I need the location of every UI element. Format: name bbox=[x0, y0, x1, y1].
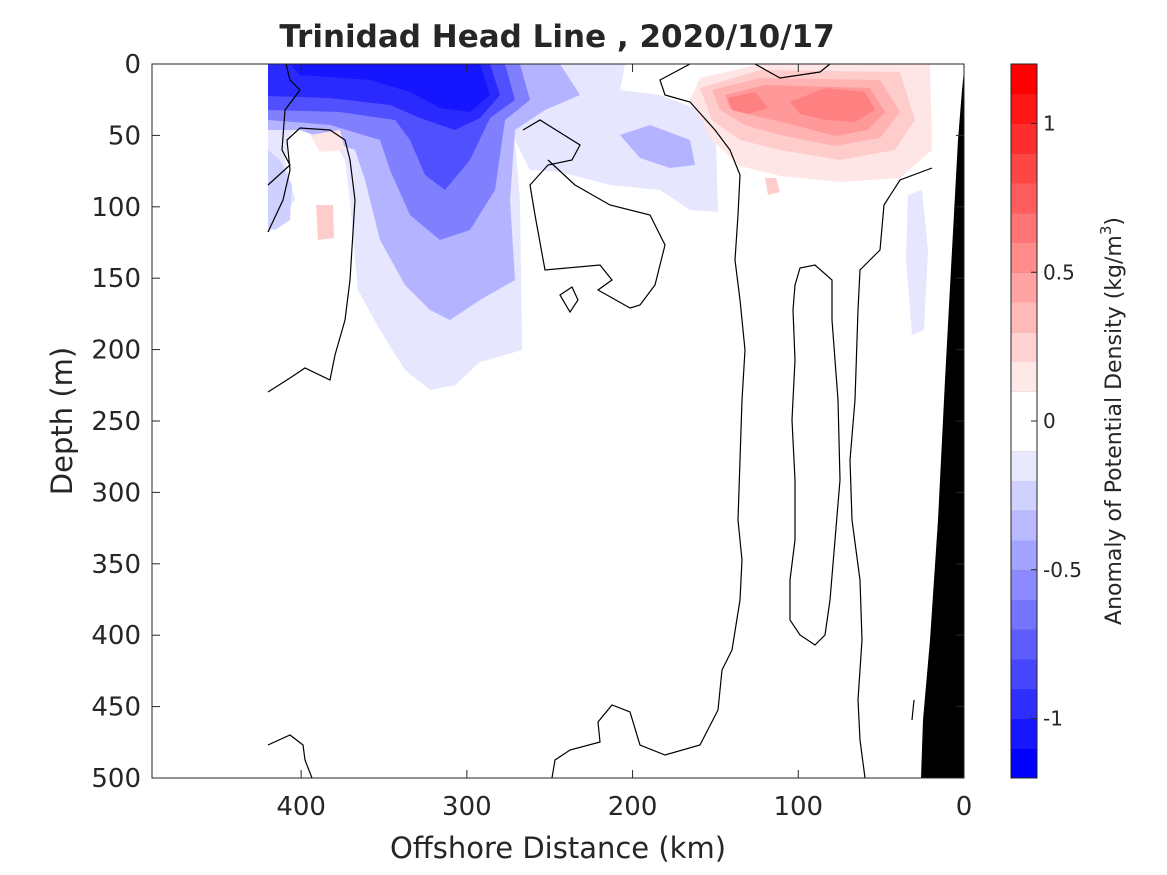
pos-fill-level-0.5 bbox=[790, 88, 875, 122]
pos-fill-level-0.5b bbox=[728, 92, 768, 114]
zero-contour-mid-b bbox=[559, 286, 579, 314]
colorbar-tick-label: -0.5 bbox=[1043, 558, 1082, 582]
y-tick-label: 350 bbox=[91, 550, 141, 580]
colorbar-swatch bbox=[1011, 123, 1037, 154]
colorbar-label-superscript: 3 bbox=[1097, 226, 1115, 236]
y-tick-label: 300 bbox=[91, 478, 141, 508]
pos-fill-spot-b bbox=[310, 130, 345, 152]
chart-title: Trinidad Head Line , 2020/10/17 bbox=[279, 19, 834, 55]
y-tick-label: 50 bbox=[108, 121, 141, 151]
colorbar-tick-label: 0.5 bbox=[1043, 260, 1075, 284]
y-tick-label: 400 bbox=[91, 621, 141, 651]
colorbar-swatch bbox=[1011, 331, 1037, 362]
colorbar-swatch bbox=[1011, 510, 1037, 541]
zero-contour-bottom-left bbox=[267, 734, 313, 778]
colorbar-axis: 1 0.5 0 -0.5 -1 bbox=[1031, 112, 1082, 731]
x-tick-label: 400 bbox=[276, 792, 326, 822]
colorbar-label-main: Anomaly of Potential Density (kg/m bbox=[1102, 235, 1127, 625]
colorbar-swatch bbox=[1011, 302, 1037, 333]
pos-fill-spot-a bbox=[765, 178, 780, 195]
colorbar-tick-label: -1 bbox=[1043, 707, 1063, 731]
zero-contour-mid-a bbox=[522, 119, 666, 309]
x-tick-label: 300 bbox=[442, 792, 492, 822]
zero-contour-main bbox=[551, 64, 746, 778]
colorbar-swatch bbox=[1011, 421, 1037, 452]
colorbar-swatch bbox=[1011, 153, 1037, 184]
zero-contours bbox=[267, 64, 933, 778]
neg-fill-left-edge bbox=[268, 150, 292, 230]
zero-contour-right-column bbox=[849, 167, 933, 778]
y-tick-label: 200 bbox=[91, 336, 141, 366]
y-tick-label: 150 bbox=[91, 264, 141, 294]
x-tick-label: 200 bbox=[608, 792, 658, 822]
y-tick-label: 500 bbox=[91, 764, 141, 794]
pos-fill-spot-c bbox=[316, 205, 334, 240]
colorbar-swatch bbox=[1011, 718, 1037, 749]
colorbar-swatch bbox=[1011, 64, 1037, 95]
colorbar-swatch bbox=[1011, 480, 1037, 511]
continental-shelf-land bbox=[921, 70, 964, 778]
colorbar-swatch bbox=[1011, 183, 1037, 214]
colorbar-tick-label: 1 bbox=[1043, 112, 1056, 136]
colorbar-swatch bbox=[1011, 391, 1037, 422]
colorbar-swatch bbox=[1011, 361, 1037, 392]
neg-fill-level-1.0 bbox=[290, 64, 490, 112]
colorbar-swatch bbox=[1011, 688, 1037, 719]
contour-fills bbox=[268, 64, 932, 390]
colorbar-swatch bbox=[1011, 540, 1037, 571]
neg-fill-nearshore bbox=[906, 190, 928, 335]
zero-contour-inner-column bbox=[789, 264, 841, 646]
colorbar-swatch bbox=[1011, 599, 1037, 630]
x-axis-label: Offshore Distance (km) bbox=[390, 831, 726, 865]
x-tick-label: 100 bbox=[773, 792, 823, 822]
colorbar-tick-label: 0 bbox=[1043, 409, 1056, 433]
zero-contour-lobe bbox=[267, 127, 356, 393]
zero-contour-surface-right bbox=[754, 64, 831, 79]
y-tick-label: 0 bbox=[124, 50, 141, 80]
colorbar-swatch bbox=[1011, 242, 1037, 273]
colorbar-swatch bbox=[1011, 659, 1037, 690]
colorbar-swatch bbox=[1011, 212, 1037, 243]
x-axis: 400 300 200 100 0 bbox=[276, 64, 972, 822]
colorbar-swatch bbox=[1011, 450, 1037, 481]
colorbar-swatch bbox=[1011, 272, 1037, 303]
x-tick-label: 0 bbox=[956, 792, 973, 822]
colorbar-swatch bbox=[1011, 629, 1037, 660]
colorbar-swatch bbox=[1011, 93, 1037, 124]
y-tick-label: 450 bbox=[91, 693, 141, 723]
colorbar-label: Anomaly of Potential Density (kg/m3) bbox=[1097, 217, 1127, 625]
colorbar-swatch bbox=[1011, 569, 1037, 600]
neg-fill-side-lobe bbox=[620, 125, 695, 168]
colorbar-label-suffix: ) bbox=[1102, 217, 1127, 226]
y-axis: 0 50 100 150 200 250 300 350 400 450 500 bbox=[91, 50, 964, 794]
colorbar-swatch bbox=[1011, 748, 1037, 779]
y-axis-label: Depth (m) bbox=[45, 347, 79, 495]
y-tick-label: 100 bbox=[91, 193, 141, 223]
zero-contour-nearshore-fragment bbox=[911, 699, 915, 721]
y-tick-label: 250 bbox=[91, 407, 141, 437]
